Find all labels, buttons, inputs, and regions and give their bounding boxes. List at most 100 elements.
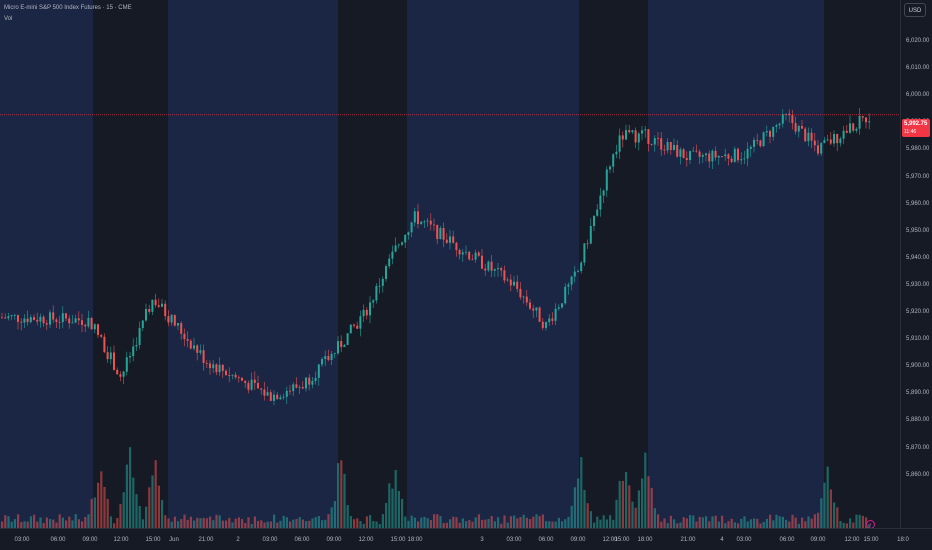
candle-body [20, 321, 23, 323]
volume-bar [839, 521, 842, 528]
candle-body [775, 125, 778, 127]
volume-bar [356, 518, 359, 528]
candle-body [468, 251, 471, 260]
candle-body [666, 141, 669, 151]
volume-bar [516, 518, 519, 528]
candle-body [151, 299, 154, 312]
volume-bar [513, 515, 516, 528]
candle-body [570, 276, 573, 285]
volume-bar [727, 521, 730, 528]
volume-bar [689, 515, 692, 528]
candle-body [241, 377, 243, 381]
volume-bar [634, 507, 637, 528]
volume-bar [369, 515, 372, 528]
volume-bar [359, 520, 362, 528]
volume-bar [161, 500, 164, 528]
volume-bar [250, 523, 253, 528]
time-tick-label: 03:00 [736, 537, 752, 543]
volume-bar [397, 490, 400, 528]
chart-area[interactable]: Micro E-mini S&P 500 Index Futures · 15 … [0, 0, 900, 528]
candle-body [436, 225, 439, 240]
candle-body [781, 114, 784, 124]
volume-bar [298, 517, 301, 528]
candle-body [433, 224, 435, 226]
candle-body [698, 151, 701, 157]
candle-body [90, 317, 93, 330]
volume-bar [701, 517, 704, 528]
currency-button[interactable]: USD [904, 3, 926, 17]
volume-bar [781, 516, 784, 528]
price-tick-label: 5,940.00 [906, 254, 930, 261]
candle-body [125, 357, 128, 372]
candle-body [711, 150, 714, 162]
time-tick-label: 09:00 [326, 537, 342, 543]
volume-bar [276, 522, 279, 528]
candle-body [65, 313, 67, 319]
goto-realtime-icon[interactable]: › [866, 520, 875, 528]
volume-bar [228, 517, 231, 528]
time-scale[interactable]: 03:00 06:00 09:00 12:00 15:00 Jun 21:00 2 03:00 0… [0, 528, 932, 550]
volume-bar [449, 519, 452, 528]
session-band [648, 0, 824, 528]
candle-body [52, 312, 55, 320]
price-scale[interactable]: 6,020.006,010.006,000.005,990.005,980.00… [900, 0, 932, 528]
volume-bar [410, 515, 413, 528]
candle-body [615, 151, 618, 155]
time-tick-label: 15:00 [863, 537, 879, 543]
candle-body [759, 140, 762, 147]
volume-bar [695, 521, 698, 528]
candle-body [340, 341, 343, 348]
volume-bar [481, 519, 484, 528]
volume-bar [685, 518, 688, 528]
volume-bar [148, 487, 151, 528]
candle-body [605, 169, 608, 191]
candle-body [765, 131, 768, 133]
candle-body [372, 300, 375, 303]
candle-body [68, 318, 71, 324]
volume-bar [84, 517, 87, 528]
volume-bar [346, 505, 349, 528]
volume-bar [205, 518, 208, 528]
time-tick-label: 12:00 [113, 537, 129, 543]
candle-body [519, 288, 522, 298]
time-tick-label: 03:00 [506, 537, 522, 543]
price-tick-label: 6,020.00 [906, 38, 930, 44]
candle-body [317, 364, 320, 378]
candlestick-chart[interactable] [0, 0, 900, 528]
volume-bar [545, 521, 548, 528]
candle-body [487, 261, 490, 271]
symbol-title[interactable]: Micro E-mini S&P 500 Index Futures · 15 … [4, 5, 132, 11]
candle-body [1, 317, 3, 319]
candle-body [826, 139, 829, 141]
candle-body [93, 324, 96, 330]
bar-countdown: 11:46 [904, 129, 917, 135]
candle-body [557, 307, 560, 309]
candle-body [116, 369, 119, 375]
candle-body [250, 379, 253, 390]
volume-bar [33, 514, 36, 528]
candle-body [625, 130, 627, 140]
candle-body [154, 299, 157, 306]
candle-body [356, 325, 359, 329]
volume-bar [209, 516, 212, 528]
volume-bar [266, 521, 269, 528]
volume-bar [362, 523, 365, 528]
volume-bar [842, 522, 845, 528]
candle-body [61, 313, 64, 323]
volume-bar [564, 519, 567, 528]
candle-body [797, 125, 800, 132]
candle-body [849, 123, 851, 133]
volume-bar [826, 466, 829, 528]
candle-body [7, 316, 10, 319]
candle-body [145, 308, 147, 321]
volume-legend[interactable]: Vol [4, 16, 13, 22]
volume-bar [641, 478, 644, 528]
volume-bar [593, 522, 596, 528]
session-band [407, 0, 579, 528]
volume-bar [273, 514, 276, 528]
candle-body [71, 322, 74, 324]
candle-body [180, 323, 183, 334]
volume-bar [145, 506, 148, 528]
volume-bar [765, 518, 768, 528]
time-tick-label: 09:00 [570, 537, 586, 543]
